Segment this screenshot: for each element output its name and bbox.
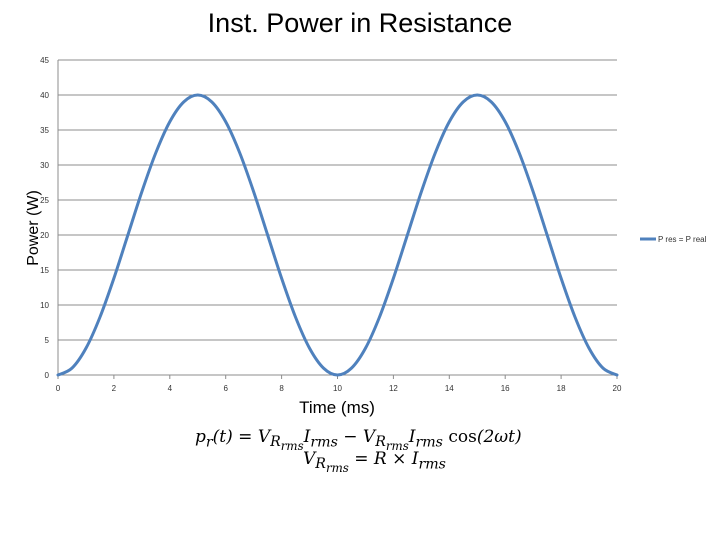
y-tick-label: 10 xyxy=(40,301,49,310)
formula-sub-rrms2: Rrms xyxy=(375,434,409,454)
formula-text-i1: I xyxy=(303,427,311,447)
formula-sub-rms1: rms xyxy=(310,434,338,451)
x-tick-labels: 0 2 4 6 8 10 12 14 16 18 20 xyxy=(56,375,622,393)
y-tick-label: 0 xyxy=(45,371,50,380)
y-tick-label: 15 xyxy=(40,266,49,275)
x-tick-label: 10 xyxy=(333,384,342,393)
y-tick-label: 45 xyxy=(40,56,49,65)
x-tick-label: 16 xyxy=(501,384,510,393)
x-tick-label: 0 xyxy=(56,384,61,393)
x-tick-label: 8 xyxy=(279,384,284,393)
formula-text-minus: − V xyxy=(337,427,376,447)
formula2-sub-rms: rms xyxy=(418,456,446,473)
y-tick-label: 5 xyxy=(45,336,50,345)
instantaneous-power-formula: pr(t) = VRrmsIrms − VRrmsIrms cos(2ωt) xyxy=(195,426,525,454)
formula-text-i2: I xyxy=(408,427,416,447)
x-tick-label: 18 xyxy=(557,384,566,393)
grid-lines xyxy=(58,59,617,341)
y-tick-labels: 0 5 10 15 20 25 30 35 40 45 xyxy=(40,56,49,380)
y-tick-label: 35 xyxy=(40,126,49,135)
x-tick-label: 6 xyxy=(223,384,228,393)
axes xyxy=(57,60,617,376)
formula2-text-v: V xyxy=(303,449,316,469)
x-tick-label: 2 xyxy=(112,384,117,393)
rms-voltage-formula: VRrms = R × Irms xyxy=(195,448,525,476)
formula2-sub-rrms: Rrms xyxy=(315,456,349,476)
legend: P res = P real xyxy=(640,235,707,244)
formula-sub-rms2: rms xyxy=(415,434,443,451)
legend-label: P res = P real xyxy=(658,235,707,244)
y-tick-label: 20 xyxy=(40,231,49,240)
y-tick-label: 30 xyxy=(40,161,49,170)
series-line-0 xyxy=(56,93,619,377)
x-tick-label: 12 xyxy=(389,384,398,393)
x-tick-label: 4 xyxy=(168,384,173,393)
formula-text-cos: cos xyxy=(442,427,477,447)
formula-text-p: p xyxy=(195,427,206,447)
series-lines xyxy=(56,93,619,377)
formula-sub-r: r xyxy=(205,434,213,451)
formula-text-t: (t) = V xyxy=(212,427,271,447)
y-tick-label: 25 xyxy=(40,196,49,205)
y-tick-label: 40 xyxy=(40,91,49,100)
x-tick-label: 20 xyxy=(613,384,622,393)
formula-text-arg: (2ωt) xyxy=(476,427,522,447)
y-axis-label: Power (W) xyxy=(25,190,42,266)
formula-sub-rrms1: Rrms xyxy=(270,434,304,454)
formula-block: pr(t) = VRrmsIrms − VRrmsIrms cos(2ωt) V… xyxy=(195,426,525,476)
x-tick-label: 14 xyxy=(445,384,454,393)
x-axis-label: Time (ms) xyxy=(299,398,375,417)
formula2-text-eq: = R × I xyxy=(348,449,419,469)
chart-title: Inst. Power in Resistance xyxy=(207,8,513,38)
